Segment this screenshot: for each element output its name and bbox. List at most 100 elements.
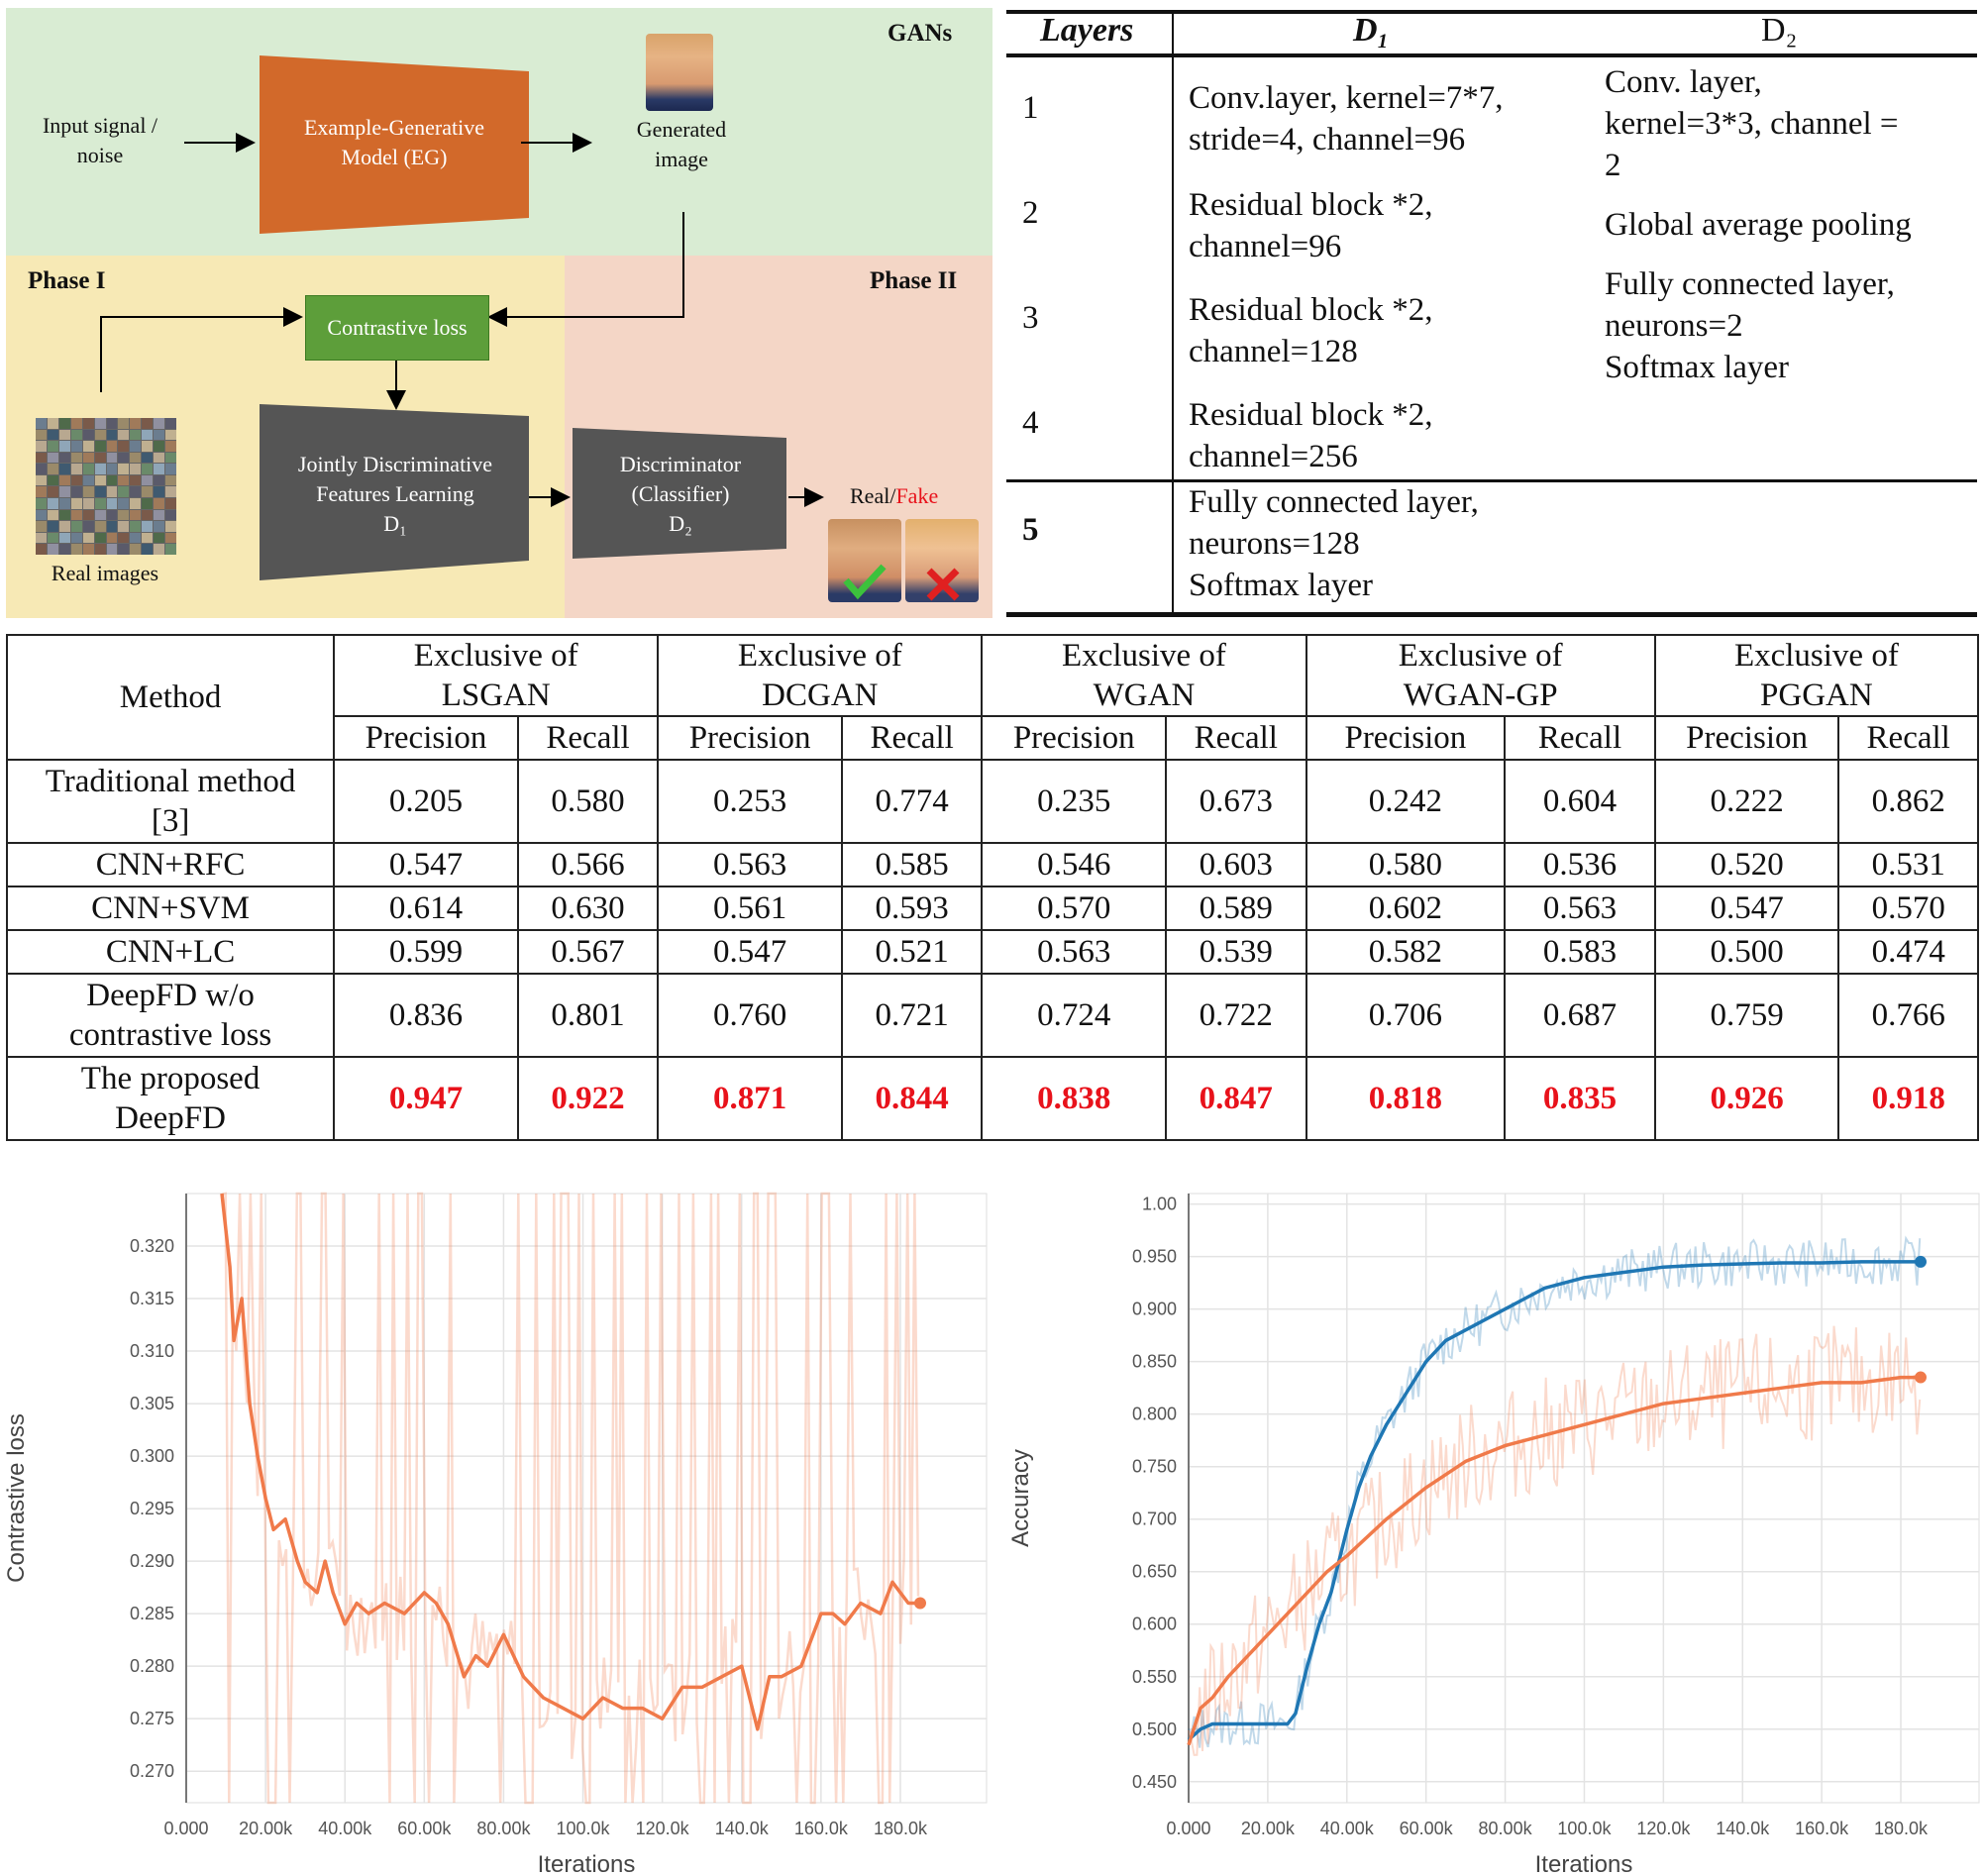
value-cell: 0.531 (1837, 842, 1979, 887)
group-header: Exclusive of DCGAN (657, 634, 984, 717)
real-image-tile (70, 452, 82, 464)
layer-number: 3 (1022, 300, 1039, 336)
recall-label: Recall (1194, 720, 1278, 756)
value-cell: 0.547 (333, 842, 519, 887)
real-image-tile (82, 418, 94, 429)
recall-label: Recall (870, 720, 954, 756)
real-image-tile (82, 452, 94, 464)
real-image-tile (142, 486, 154, 498)
cell-line: Traditional method (45, 764, 296, 799)
real-image-tile (106, 464, 118, 474)
real-image-tile (130, 441, 142, 452)
real-image-tile (118, 429, 130, 441)
real-image-tile (130, 509, 142, 521)
cell-line: PGGAN (1760, 677, 1873, 713)
real-image-tile (154, 452, 165, 464)
real-image-tile (70, 486, 82, 498)
value-cell: 0.614 (333, 886, 519, 931)
smoothed-series-line (1187, 1375, 1921, 1746)
value-cell: 0.673 (1165, 759, 1307, 844)
precision-header: Precision (333, 715, 519, 761)
real-image-tile (36, 441, 47, 452)
series-end-point (1915, 1255, 1927, 1268)
y-tick-label: 0.280 (130, 1656, 174, 1676)
value-cell: 0.947 (333, 1056, 519, 1141)
group-header: Exclusive of WGAN (981, 634, 1307, 717)
method-cell: CNN+SVM (5, 886, 336, 931)
layer-number: 5 (1022, 512, 1039, 548)
value-cell: 0.536 (1504, 842, 1656, 887)
real-image-tile (94, 521, 106, 532)
real-image-tile (154, 474, 165, 486)
real-image-tile (36, 521, 47, 532)
method-cell: DeepFD w/o contrastive loss (5, 973, 336, 1058)
cell-line: Exclusive of (413, 638, 578, 674)
y-axis-label: Accuracy (1007, 1449, 1034, 1547)
y-tick-label: 0.850 (1132, 1352, 1177, 1372)
raw-series-trace (1188, 1325, 1922, 1756)
method-header-label: Method (119, 679, 222, 715)
y-tick-label: 0.800 (1132, 1405, 1177, 1424)
real-image-tile (36, 418, 47, 429)
generated-face-image (646, 34, 713, 111)
y-axis-label: Contrastive loss (3, 1413, 30, 1583)
real-image-tile (142, 521, 154, 532)
real-image-tile (36, 509, 47, 521)
real-image-tile (36, 464, 47, 474)
value-cell: 0.926 (1653, 1056, 1840, 1141)
value-cell: 0.242 (1305, 759, 1507, 844)
precision-label: Precision (688, 720, 811, 756)
real-image-tile (58, 452, 70, 464)
value-cell: 0.563 (1504, 886, 1656, 931)
real-image-tile (47, 464, 58, 474)
real-label: Real/ (850, 483, 896, 508)
real-image-tile (36, 486, 47, 498)
value-cell: 0.253 (657, 759, 843, 844)
d2-cell-line: Conv. layer, (1605, 64, 1762, 100)
real-image-tile (142, 532, 154, 544)
x-tick-label: 140.0k (1716, 1819, 1770, 1838)
x-tick-label: 60.00k (1400, 1819, 1454, 1838)
d1-cell-line: Conv.layer, kernel=7*7, (1189, 80, 1504, 116)
y-tick-label: 0.270 (130, 1761, 174, 1781)
value-cell: 0.520 (1653, 842, 1840, 887)
x-tick-label: 160.0k (1795, 1819, 1849, 1838)
d1-cell-line: neurons=128 (1189, 526, 1360, 562)
x-tick-label: 100.0k (557, 1819, 611, 1838)
cell-line: Exclusive of (1062, 638, 1226, 674)
real-image-tile (47, 544, 58, 555)
value-cell: 0.593 (840, 886, 984, 931)
d1-cell-line: Residual block *2, (1189, 397, 1433, 433)
value-cell: 0.546 (981, 842, 1168, 887)
y-tick-label: 0.310 (130, 1341, 174, 1361)
arrow-real-loss (100, 307, 303, 392)
real-image-tile (94, 486, 106, 498)
recall-label: Recall (546, 720, 630, 756)
eg-label: Example-Generative Model (EG) (303, 115, 484, 169)
real-image-tile (154, 532, 165, 544)
cell-line: CNN+SVM (91, 890, 250, 926)
disc-line2: (Classifier) (631, 481, 730, 506)
table-row: Traditional method [3] 0.205 0.580 0.253 0.77… (5, 759, 1979, 844)
plot-area (185, 1193, 988, 1804)
y-tick-label: 0.305 (130, 1394, 174, 1413)
cell-line: CNN+LC (105, 934, 236, 970)
cell-line: contrastive loss (68, 1017, 272, 1053)
architecture-table: Layers D₁ D₂ 1 Conv.layer, kernel=7*7, str… (1006, 10, 1977, 618)
precision-header: Precision (981, 715, 1168, 761)
table-row: CNN+LC 0.599 0.567 0.547 0.521 0.563 0.539 0.58… (5, 929, 1979, 975)
smoothed-series-line (1187, 1260, 1921, 1741)
real-image-tile (118, 464, 130, 474)
x-tick-label: 20.00k (1241, 1819, 1296, 1838)
contrastive-loss-label: Contrastive loss (327, 315, 468, 340)
real-image-tile (82, 441, 94, 452)
real-image-tile (47, 441, 58, 452)
precision-label: Precision (1344, 720, 1467, 756)
deepfd-framework-diagram: GANs Phase I Phase II Input signal / noi… (6, 8, 992, 618)
x-tick-label: 120.0k (1636, 1819, 1691, 1838)
x-tick-label: 180.0k (874, 1819, 928, 1838)
recall-label: Recall (1866, 720, 1950, 756)
real-image-tile (118, 474, 130, 486)
real-image-tile (70, 418, 82, 429)
real-image-tile (106, 429, 118, 441)
